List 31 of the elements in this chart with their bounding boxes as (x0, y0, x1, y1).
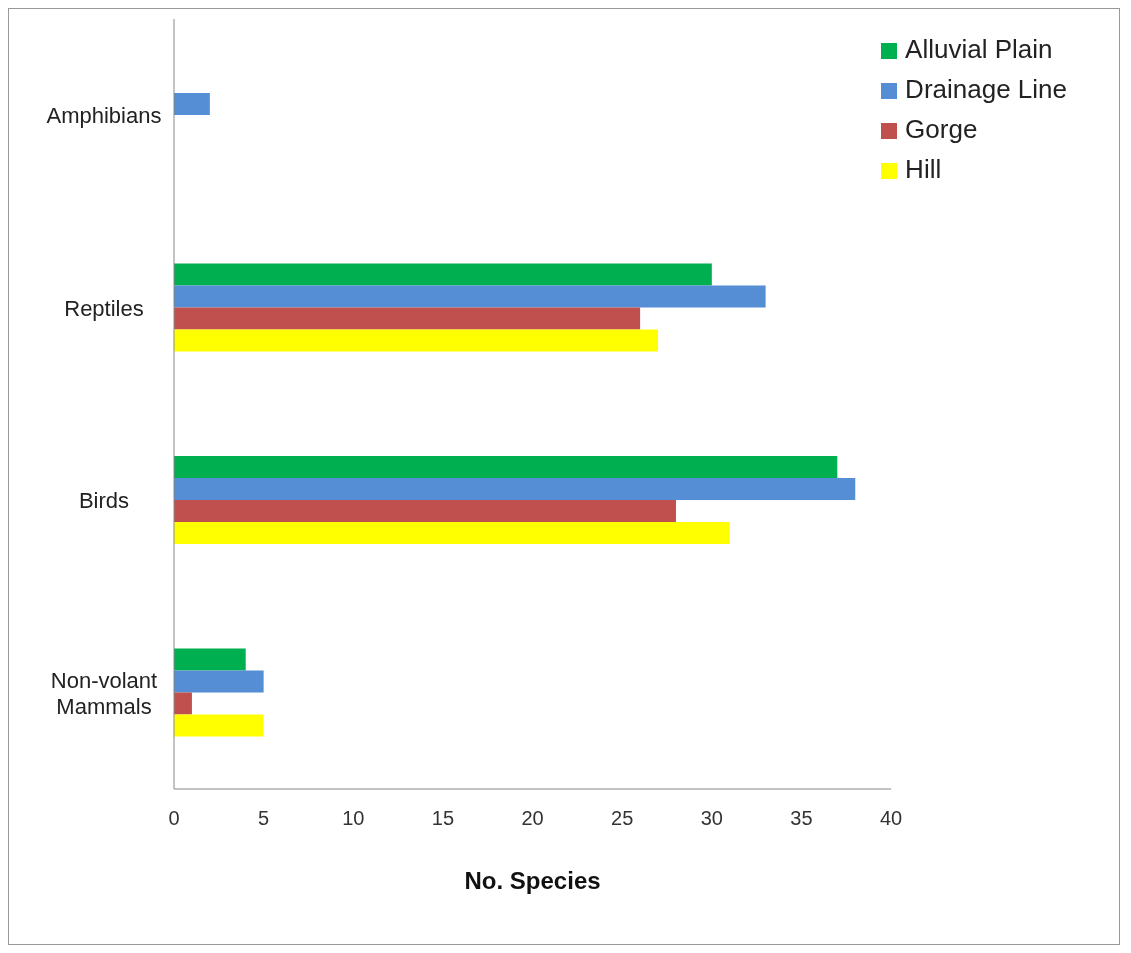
legend-label: Hill (905, 154, 942, 184)
y-tick-label: Reptiles (64, 295, 144, 321)
bar (174, 285, 766, 308)
bar (174, 648, 246, 671)
x-axis-title: No. Species (464, 867, 601, 894)
bar (174, 455, 838, 478)
y-tick-label: Non-volant Mammals (50, 667, 158, 719)
bar (174, 714, 264, 737)
x-tick-label: 5 (258, 807, 270, 830)
legend-label: Alluvial Plain (905, 34, 1053, 64)
bar (174, 670, 264, 693)
x-tick-label: 40 (879, 807, 903, 830)
x-tick-label: 15 (431, 807, 455, 830)
x-tick-label: 0 (168, 807, 180, 830)
x-tick-label: 10 (342, 807, 365, 830)
x-tick-label: 35 (790, 807, 813, 830)
bar (174, 477, 856, 500)
legend-label: Drainage Line (905, 74, 1067, 104)
bar (174, 521, 730, 544)
y-tick-label: Birds (78, 487, 130, 513)
x-tick-label: 20 (521, 807, 544, 830)
legend-label: Gorge (905, 114, 978, 144)
y-tick-label: Amphibians (46, 102, 162, 128)
x-tick-label: 25 (611, 807, 634, 830)
bar (174, 307, 641, 330)
bar (174, 692, 192, 715)
bar (174, 499, 676, 522)
bar (174, 92, 210, 115)
x-tick-label: 30 (700, 807, 723, 830)
bar (174, 263, 712, 286)
bar (174, 329, 659, 352)
